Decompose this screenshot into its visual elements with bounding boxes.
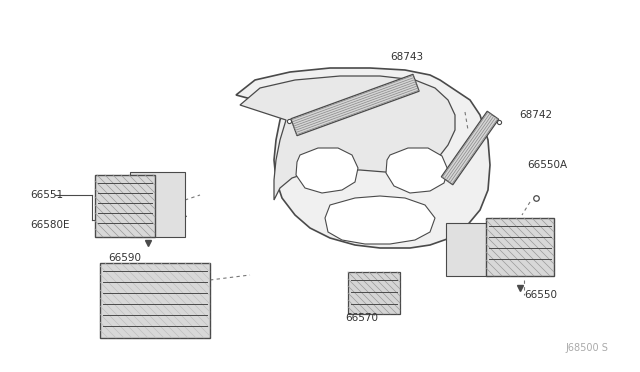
Text: 66550: 66550 bbox=[524, 290, 557, 300]
Polygon shape bbox=[442, 111, 499, 185]
Text: 66570: 66570 bbox=[345, 313, 378, 323]
Bar bbox=[486, 218, 554, 276]
Polygon shape bbox=[325, 196, 435, 244]
Text: J68500 S: J68500 S bbox=[565, 343, 608, 353]
Text: 66590: 66590 bbox=[108, 253, 141, 263]
Bar bbox=[95, 175, 155, 237]
Text: 66551: 66551 bbox=[30, 190, 63, 200]
Text: 66580E: 66580E bbox=[30, 220, 70, 230]
Polygon shape bbox=[296, 148, 358, 193]
Text: 66550A: 66550A bbox=[527, 160, 567, 170]
Bar bbox=[100, 263, 210, 338]
Polygon shape bbox=[236, 68, 490, 248]
Bar bbox=[130, 172, 185, 237]
Polygon shape bbox=[386, 148, 448, 193]
Text: 68742: 68742 bbox=[519, 110, 552, 120]
Polygon shape bbox=[240, 76, 455, 200]
Bar bbox=[348, 272, 400, 314]
Bar bbox=[446, 223, 491, 276]
Text: 68743: 68743 bbox=[390, 52, 423, 62]
Polygon shape bbox=[291, 74, 419, 136]
